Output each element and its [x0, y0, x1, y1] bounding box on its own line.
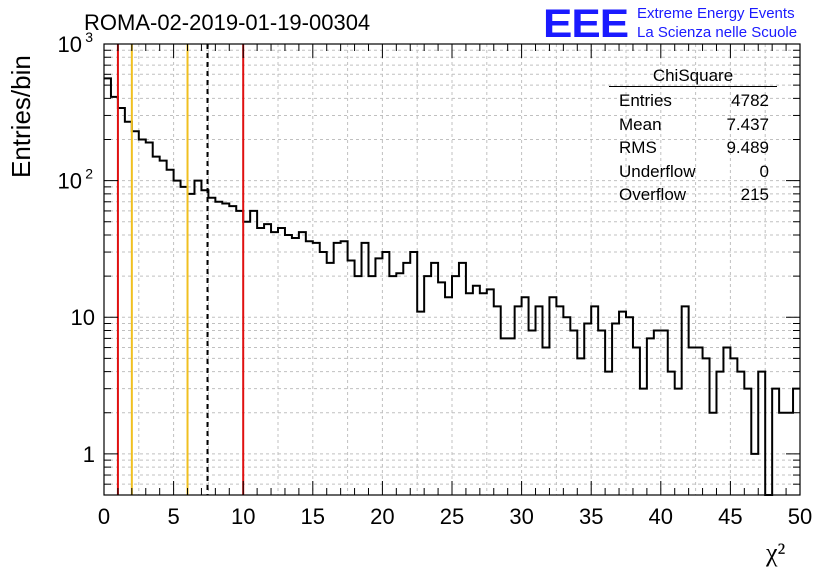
y-tick-label: 10 — [58, 169, 82, 194]
stats-row: Mean 7.437 — [609, 113, 777, 137]
stats-value: 7.437 — [726, 114, 769, 134]
x-tick-label: 10 — [231, 504, 255, 529]
x-tick-label: 20 — [370, 504, 394, 529]
stats-label: RMS — [619, 138, 657, 157]
stats-label: Underflow — [619, 161, 696, 181]
x-tick-label: 25 — [440, 504, 464, 529]
x-tick-label: 50 — [788, 504, 812, 529]
x-tick-label: 35 — [579, 504, 603, 529]
stats-value: 0 — [759, 161, 769, 181]
x-axis-label: χ² — [766, 538, 786, 567]
stats-value: 9.489 — [726, 138, 769, 157]
x-tick-label: 15 — [301, 504, 325, 529]
x-tick-label: 0 — [98, 504, 110, 529]
stats-title: ChiSquare — [609, 66, 777, 87]
y-tick-exponent: 2 — [85, 166, 93, 182]
stats-row: RMS 9.489 — [609, 136, 777, 160]
stats-value: 4782 — [731, 91, 769, 110]
chart-title: ROMA-02-2019-01-19-00304 — [84, 10, 371, 35]
logo-line-1: Extreme Energy Events — [637, 5, 795, 22]
x-tick-label: 45 — [718, 504, 742, 529]
y-tick-exponent: 3 — [85, 29, 93, 45]
stats-row: Overflow 215 — [609, 183, 777, 207]
stats-value: 215 — [740, 185, 769, 204]
y-tick-label: 10 — [71, 305, 95, 330]
eee-logo: EEE — [543, 2, 629, 47]
x-tick-label: 40 — [649, 504, 673, 529]
histogram-line — [104, 77, 800, 496]
y-axis-label: Entries/bin — [6, 55, 36, 178]
y-tick-label: 1 — [83, 442, 95, 467]
y-tick-label: 10 — [58, 32, 82, 57]
stats-label: Mean — [619, 114, 662, 134]
stats-row: Entries 4782 — [609, 89, 777, 113]
x-tick-label: 30 — [509, 504, 533, 529]
x-tick-label: 5 — [167, 504, 179, 529]
stats-label: Entries — [619, 91, 672, 110]
logo-line-2: La Scienza nelle Scuole — [637, 24, 798, 41]
stats-box: ChiSquare Entries 4782 Mean 7.437 RMS 9.489… — [609, 66, 777, 207]
stats-label: Overflow — [619, 185, 687, 204]
stats-row: Underflow 0 — [609, 160, 777, 184]
